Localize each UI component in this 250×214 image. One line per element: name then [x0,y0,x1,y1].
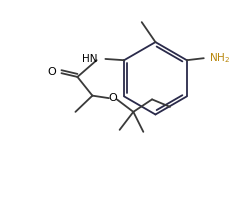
Text: HN: HN [82,54,98,64]
Text: O: O [108,93,117,103]
Text: NH$_2$: NH$_2$ [208,51,230,65]
Text: O: O [47,67,56,77]
